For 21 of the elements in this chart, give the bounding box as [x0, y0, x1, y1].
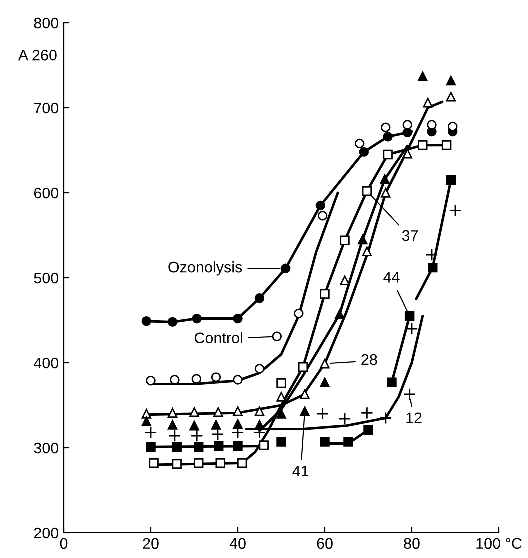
- annotation: 41: [292, 466, 309, 477]
- y-tick-label: 800: [34, 18, 59, 29]
- x-tick-label: 0: [60, 538, 68, 550]
- x-tick-label: 20: [143, 538, 159, 550]
- y-tick-label: 300: [34, 442, 59, 454]
- y-tick-label: 400: [34, 358, 59, 369]
- x-tick-label: 80: [404, 538, 420, 550]
- y-tick-label: 700: [34, 102, 59, 114]
- x-tick-label: 40: [230, 538, 246, 550]
- annotation: 28: [362, 354, 378, 366]
- y-tick-label: 600: [34, 188, 59, 199]
- annotation: 37: [402, 230, 418, 242]
- x-tick-label: 60: [317, 538, 333, 550]
- annotation: Control: [194, 332, 242, 344]
- annotation: 44: [384, 272, 400, 283]
- y-axis-title: A 260: [18, 50, 57, 61]
- annotation: Ozonolysis: [168, 262, 242, 276]
- y-tick-label: 500: [34, 272, 59, 284]
- annotation: 12: [406, 412, 422, 424]
- y-tick-label: 200: [34, 528, 59, 539]
- x-tick-label: 100 °C: [476, 538, 522, 550]
